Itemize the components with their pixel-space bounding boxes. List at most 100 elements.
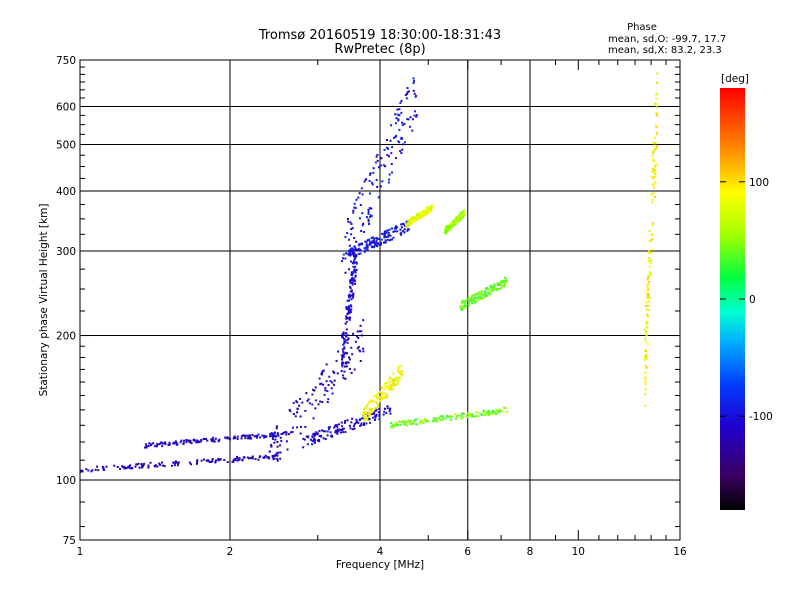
data-point bbox=[396, 379, 399, 382]
data-point bbox=[224, 436, 227, 439]
data-point bbox=[113, 464, 116, 467]
data-point bbox=[476, 300, 479, 303]
trace-segment bbox=[268, 319, 365, 462]
data-point bbox=[375, 244, 378, 247]
data-point bbox=[467, 304, 470, 307]
data-point bbox=[461, 300, 464, 303]
data-point bbox=[460, 211, 463, 214]
data-point bbox=[202, 437, 205, 440]
data-point bbox=[336, 429, 339, 432]
data-point bbox=[360, 187, 363, 190]
data-point bbox=[655, 106, 658, 109]
data-point bbox=[493, 283, 496, 286]
data-point bbox=[262, 456, 265, 459]
data-point bbox=[336, 372, 339, 375]
data-point bbox=[322, 430, 325, 433]
data-point bbox=[213, 440, 216, 443]
data-point bbox=[248, 434, 251, 437]
data-point bbox=[401, 421, 404, 424]
data-point bbox=[489, 413, 492, 416]
data-point bbox=[410, 217, 413, 220]
data-point bbox=[317, 432, 320, 435]
data-point bbox=[396, 378, 399, 381]
data-point bbox=[304, 409, 307, 412]
data-point bbox=[272, 457, 275, 460]
data-point bbox=[326, 401, 329, 404]
data-point bbox=[195, 462, 198, 465]
data-point bbox=[391, 425, 394, 428]
data-point bbox=[208, 460, 211, 463]
data-point bbox=[359, 204, 362, 207]
data-point bbox=[246, 456, 249, 459]
data-point bbox=[487, 288, 490, 291]
data-point bbox=[332, 383, 335, 386]
data-point bbox=[407, 228, 410, 231]
data-point bbox=[422, 213, 425, 216]
data-point bbox=[398, 370, 401, 373]
data-point bbox=[475, 411, 478, 414]
data-point bbox=[478, 297, 481, 300]
data-point bbox=[218, 458, 221, 461]
data-point bbox=[91, 469, 94, 472]
data-point bbox=[477, 414, 480, 417]
trace-segment bbox=[459, 276, 508, 311]
data-point bbox=[498, 282, 501, 285]
data-point bbox=[188, 461, 191, 464]
data-point bbox=[362, 350, 365, 353]
data-point bbox=[345, 306, 348, 309]
data-point bbox=[312, 433, 315, 436]
data-point bbox=[416, 213, 419, 216]
data-point bbox=[389, 412, 392, 415]
data-point bbox=[318, 377, 321, 380]
data-point bbox=[447, 227, 450, 230]
data-point bbox=[349, 309, 352, 312]
data-point bbox=[480, 297, 483, 300]
data-point bbox=[143, 462, 146, 465]
data-point bbox=[339, 431, 342, 434]
data-point bbox=[379, 164, 382, 167]
data-point bbox=[355, 269, 358, 272]
data-point bbox=[341, 374, 344, 377]
data-point bbox=[400, 152, 403, 155]
data-point bbox=[342, 431, 345, 434]
data-point bbox=[268, 457, 271, 460]
data-point bbox=[116, 465, 119, 468]
data-point bbox=[375, 236, 378, 239]
data-point bbox=[455, 217, 458, 220]
data-point bbox=[471, 415, 474, 418]
data-point bbox=[288, 433, 291, 436]
data-point bbox=[502, 284, 505, 287]
data-point bbox=[319, 400, 322, 403]
data-point bbox=[459, 305, 462, 308]
data-point bbox=[387, 387, 390, 390]
data-point bbox=[351, 279, 354, 282]
data-point bbox=[264, 435, 267, 438]
data-point bbox=[341, 348, 344, 351]
data-point bbox=[354, 253, 357, 256]
data-point bbox=[348, 244, 351, 247]
data-point bbox=[374, 415, 377, 418]
data-point bbox=[269, 432, 272, 435]
data-point bbox=[422, 422, 425, 425]
data-point bbox=[337, 350, 340, 353]
data-point bbox=[314, 407, 317, 410]
data-point bbox=[365, 240, 368, 243]
data-point bbox=[368, 413, 371, 416]
data-point bbox=[400, 420, 403, 423]
data-point bbox=[474, 293, 477, 296]
data-point bbox=[357, 421, 360, 424]
data-point bbox=[505, 278, 508, 281]
data-point bbox=[345, 315, 348, 318]
data-point bbox=[177, 461, 180, 464]
data-point bbox=[353, 202, 356, 205]
data-point bbox=[489, 285, 492, 288]
data-point bbox=[384, 239, 387, 242]
data-point bbox=[377, 396, 380, 399]
data-point bbox=[409, 116, 412, 119]
data-point bbox=[408, 420, 411, 423]
data-point bbox=[474, 300, 477, 303]
data-point bbox=[645, 334, 648, 337]
data-point bbox=[463, 307, 466, 310]
data-point bbox=[358, 330, 361, 333]
data-point bbox=[311, 403, 314, 406]
